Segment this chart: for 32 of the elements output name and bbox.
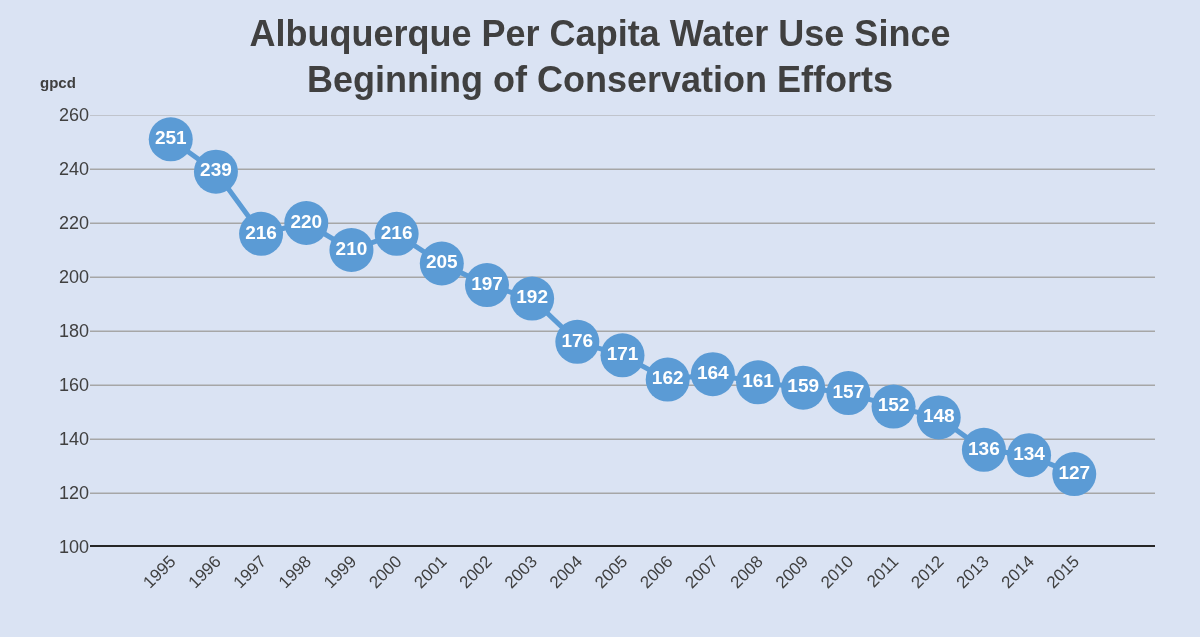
- data-label: 136: [968, 437, 1000, 459]
- y-tick-label: 100: [58, 537, 89, 558]
- chart-title: Albuquerque Per Capita Water Use Since Beginning of Conservation Efforts: [249, 12, 951, 101]
- data-label: 159: [787, 375, 820, 397]
- data-label: 148: [922, 405, 955, 427]
- data-label: 157: [832, 380, 865, 402]
- data-label: 134: [1013, 442, 1046, 464]
- data-label: 251: [154, 127, 188, 149]
- data-label: 239: [200, 159, 232, 181]
- data-label: 216: [245, 221, 277, 243]
- data-label: 164: [697, 361, 730, 383]
- data-label: 152: [877, 394, 910, 416]
- y-tick-label: 260: [58, 105, 89, 126]
- data-label: 161: [742, 370, 775, 392]
- data-label: 176: [561, 329, 594, 351]
- data-label: 216: [380, 221, 413, 243]
- y-axis-title: gpcd: [40, 74, 76, 91]
- y-tick-label: 220: [58, 213, 89, 234]
- y-tick-label: 200: [58, 267, 89, 288]
- data-label: 220: [290, 210, 323, 232]
- data-label: 192: [516, 286, 548, 308]
- data-label: 127: [1058, 461, 1091, 483]
- y-tick-label: 240: [58, 159, 89, 180]
- y-tick-label: 180: [58, 321, 89, 342]
- data-label: 210: [335, 237, 368, 259]
- data-label: 162: [651, 367, 684, 389]
- y-tick-label: 120: [58, 483, 89, 504]
- data-label: 197: [471, 272, 503, 294]
- data-label: 171: [606, 343, 639, 365]
- data-label: 205: [425, 251, 459, 273]
- y-tick-label: 140: [58, 429, 89, 450]
- y-tick-label: 160: [58, 375, 89, 396]
